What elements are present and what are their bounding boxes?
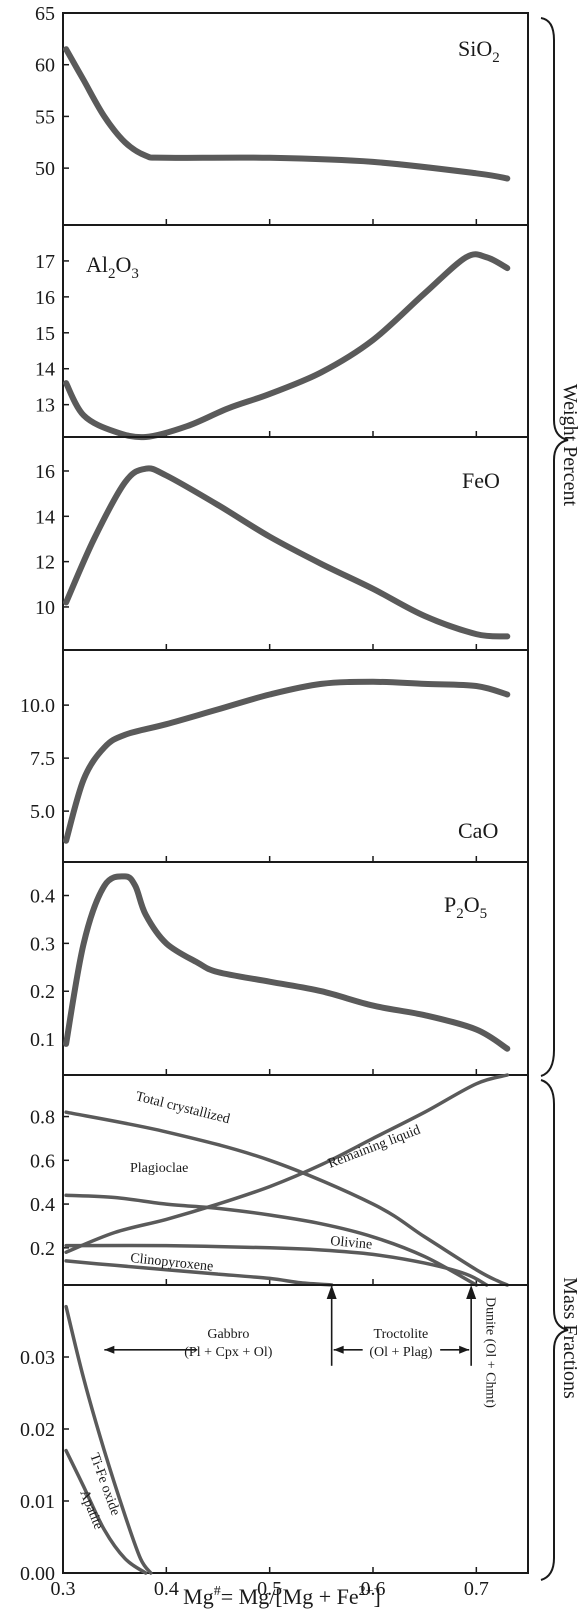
xlabel-charge: 2+ (359, 1584, 374, 1599)
y-tick-label: 13 (35, 395, 55, 417)
panel-2: 10 12 14 16 (35, 436, 529, 651)
series-total-crystallized-label: Total crystallized (134, 1089, 231, 1127)
y-tick-label: 50 (35, 158, 55, 180)
panel-5: 0.2 0.4 0.6 0.8 Total crystallized Remaining … (30, 1073, 529, 1287)
gabbro-sublabel: (Pl + Cpx + Ol) (184, 1345, 272, 1360)
panel-label-feo: FeO (462, 468, 500, 493)
panels: 505560651314151617101214165.07.510.00.10… (20, 3, 529, 1600)
weight-percent-label: Weight Percent (559, 384, 581, 507)
troctolite-label: Troctolite (374, 1327, 429, 1342)
al2o3-sub2: 3 (131, 266, 139, 282)
x-axis-title: Mg#= Mg/[Mg + Fe2+] (183, 1584, 381, 1609)
troctolite-sublabel: (Ol + Plag) (369, 1345, 432, 1360)
y-tick-label: 7.5 (30, 748, 55, 770)
y-tick-label: 0.2 (30, 981, 55, 1003)
series-remaining-liquid (64, 1073, 510, 1254)
series-plagioclae (64, 1193, 479, 1287)
panel-label-cao: CaO (458, 818, 498, 843)
series-clinopyroxene (64, 1259, 334, 1287)
gabbro-label: Gabbro (207, 1327, 249, 1342)
mass-fractions-label: Mass Fractions (559, 1277, 581, 1399)
panel-4: 0.1 0.2 0.3 0.4 (30, 861, 529, 1076)
y-tick-label: 0.4 (30, 886, 55, 908)
y-tick-label: 15 (35, 323, 55, 345)
series-apatite (64, 1448, 148, 1575)
series-line (63, 873, 511, 1052)
panel-label-p2o5: P2O5 (444, 892, 487, 922)
y-tick-label: 0.00 (20, 1563, 55, 1585)
panel-frame (62, 224, 529, 438)
x-tick-label: 0.3 (51, 1578, 76, 1600)
y-tick-label: 12 (35, 552, 55, 574)
panel-0: 50 55 60 65 (35, 3, 529, 226)
xlabel-close: ] (374, 1584, 381, 1609)
series-line (63, 678, 511, 844)
panel-label-al2o3: Al2O3 (86, 252, 139, 282)
y-tick-label: 0.02 (20, 1419, 55, 1441)
y-tick-label: 16 (35, 287, 55, 309)
y-tick-label: 14 (35, 506, 55, 528)
boundary-arrowhead-1 (466, 1285, 477, 1299)
panel-label-sio2: SiO2 (458, 36, 500, 66)
panel-frame (62, 1284, 529, 1574)
sio2-main: SiO (458, 36, 492, 61)
sio2-sub: 2 (492, 50, 500, 66)
p2o5-mid: O (464, 892, 480, 917)
y-tick-label: 60 (35, 55, 55, 77)
panel-1: 13 14 15 16 17 (35, 224, 529, 441)
y-tick-label: 0.01 (20, 1491, 55, 1513)
x-tick-label: 0.7 (464, 1578, 489, 1600)
y-tick-label: 65 (35, 3, 55, 25)
xlabel-mid: = Mg/[Mg + Fe (221, 1584, 359, 1609)
panel-frame (62, 436, 529, 651)
p2o5-main: P (444, 892, 456, 917)
troctolite-arrowhead-left (333, 1345, 344, 1354)
mass-fractions-bracket (540, 1079, 569, 1581)
series-ti-fe-oxide (64, 1304, 153, 1575)
xlabel-hash: # (214, 1584, 221, 1599)
y-tick-label: 0.6 (30, 1150, 55, 1172)
panel-6: 0.000.010.020.030.3 0.4 0.5 0.6 0.7Ti-Fe oxi… (20, 1284, 529, 1600)
series-line (63, 46, 511, 182)
x-tick-label: 0.5 (257, 1578, 282, 1600)
al2o3-main: Al (86, 252, 108, 277)
series-line (63, 251, 511, 441)
series-olivine (64, 1243, 489, 1287)
p2o5-sub2: 5 (480, 906, 488, 922)
x-tick-label: 0.4 (154, 1578, 179, 1600)
y-tick-label: 5.0 (30, 801, 55, 823)
series-olivine-label: Olivine (330, 1234, 373, 1253)
p2o5-sub1: 2 (456, 906, 464, 922)
y-tick-label: 0.8 (30, 1107, 55, 1129)
y-tick-label: 0.03 (20, 1347, 55, 1369)
y-tick-label: 55 (35, 106, 55, 128)
series-line (63, 465, 511, 640)
gabbro-arrowhead (104, 1345, 115, 1354)
series-plagioclae-label: Plagioclae (130, 1161, 188, 1176)
series-remaining-liquid-label: Remaining liquid (326, 1123, 423, 1172)
dunite-label: Dunite (Ol + Chmt) (483, 1297, 498, 1408)
series-total-crystallized (64, 1110, 510, 1287)
y-tick-label: 16 (35, 461, 55, 483)
weight-percent-bracket (540, 17, 569, 1077)
xlabel-mg: Mg (183, 1584, 214, 1609)
y-tick-label: 0.3 (30, 933, 55, 955)
y-tick-label: 0.4 (30, 1194, 55, 1216)
panel-3: 5.0 7.5 10.0 (20, 649, 529, 863)
y-tick-label: 17 (35, 251, 55, 273)
panel-frame (62, 861, 529, 1076)
al2o3-mid: O (116, 252, 132, 277)
boundary-arrowhead-0 (326, 1285, 337, 1299)
y-tick-label: 0.1 (30, 1029, 55, 1051)
x-tick-label: 0.6 (361, 1578, 386, 1600)
y-tick-label: 14 (35, 359, 55, 381)
y-tick-label: 10 (35, 597, 55, 619)
y-tick-label: 10.0 (20, 695, 55, 717)
al2o3-sub1: 2 (108, 266, 116, 282)
troctolite-arrowhead-right (459, 1345, 470, 1354)
y-tick-label: 0.2 (30, 1238, 55, 1260)
